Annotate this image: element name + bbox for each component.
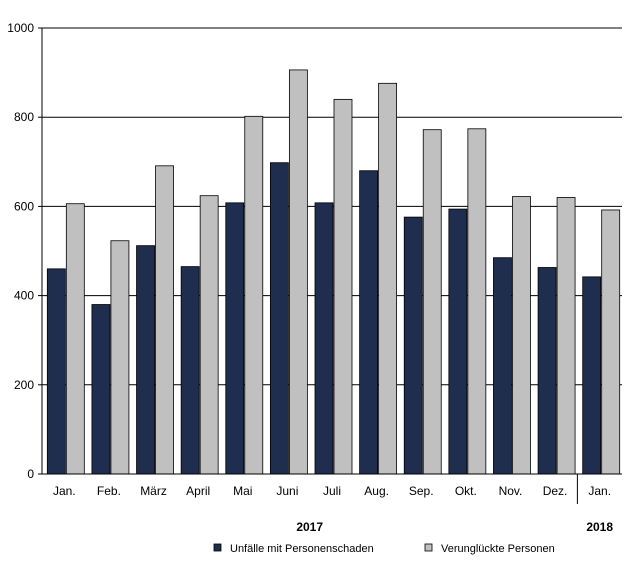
x-category-label: Dez. xyxy=(543,484,568,498)
bar-unfaelle xyxy=(136,245,155,475)
x-category-label: Sep. xyxy=(409,484,434,498)
bar-verunglueckte xyxy=(422,129,442,475)
bar-unfaelle xyxy=(269,162,289,475)
x-category-label: Mai xyxy=(233,484,252,498)
bar-verunglueckte xyxy=(467,128,487,475)
legend-label: Verunglückte Personen xyxy=(441,543,555,555)
year-label: 2018 xyxy=(586,520,613,534)
bar-verunglueckte xyxy=(378,82,398,475)
x-category-label: Jan. xyxy=(53,484,76,498)
y-tick-labels: 0 200 400 600 800 1000 xyxy=(7,21,34,481)
year-labels: 2017 2018 xyxy=(296,520,613,534)
x-category-label: Juli xyxy=(323,484,341,498)
bar-unfaelle xyxy=(493,257,512,475)
bar-verunglueckte xyxy=(65,203,85,475)
bar-verunglueckte xyxy=(199,195,219,475)
bar-verunglueckte xyxy=(601,209,621,475)
bar-unfaelle xyxy=(225,202,245,475)
bar-verunglueckte xyxy=(556,197,576,475)
bar-unfaelle xyxy=(314,202,334,475)
bar-unfaelle xyxy=(359,170,379,475)
bar-verunglueckte xyxy=(333,98,353,475)
bar-verunglueckte xyxy=(512,196,531,475)
bar-unfaelle xyxy=(91,304,111,475)
x-category-labels: Jan. Feb. März April Mai Juni Juli Aug. Sep. Okt.… xyxy=(53,484,611,498)
x-category-label: Okt. xyxy=(455,484,477,498)
bar-unfaelle xyxy=(46,268,66,475)
x-category-label: März xyxy=(140,484,167,498)
bar-verunglueckte xyxy=(155,165,174,475)
x-category-label: Nov. xyxy=(499,484,523,498)
axes xyxy=(38,27,622,504)
bar-unfaelle xyxy=(582,276,602,475)
x-category-label: April xyxy=(186,484,210,498)
year-label: 2017 xyxy=(296,520,323,534)
x-category-label: Jan. xyxy=(588,484,611,498)
legend: Unfälle mit Personenschaden Verunglückte … xyxy=(213,543,555,555)
x-category-label: Feb. xyxy=(97,484,121,498)
y-tick-label: 400 xyxy=(14,289,34,303)
y-tick-label: 600 xyxy=(14,199,34,213)
legend-label: Unfälle mit Personenschaden xyxy=(230,543,374,555)
legend-swatch xyxy=(213,543,222,552)
y-tick-label: 0 xyxy=(27,467,34,481)
bar-unfaelle xyxy=(448,208,468,475)
y-tick-label: 800 xyxy=(14,110,34,124)
x-category-label: Juni xyxy=(276,484,298,498)
bar-verunglueckte xyxy=(110,240,130,475)
bar-unfaelle xyxy=(537,267,557,475)
bar-unfaelle xyxy=(180,266,200,475)
x-category-label: Aug. xyxy=(364,484,389,498)
bar-unfaelle xyxy=(403,216,423,475)
y-tick-label: 200 xyxy=(14,378,34,392)
bar-verunglueckte xyxy=(244,115,264,475)
bars xyxy=(46,69,621,475)
legend-swatch xyxy=(424,543,433,552)
bar-verunglueckte xyxy=(288,69,308,475)
y-tick-label: 1000 xyxy=(7,21,34,35)
